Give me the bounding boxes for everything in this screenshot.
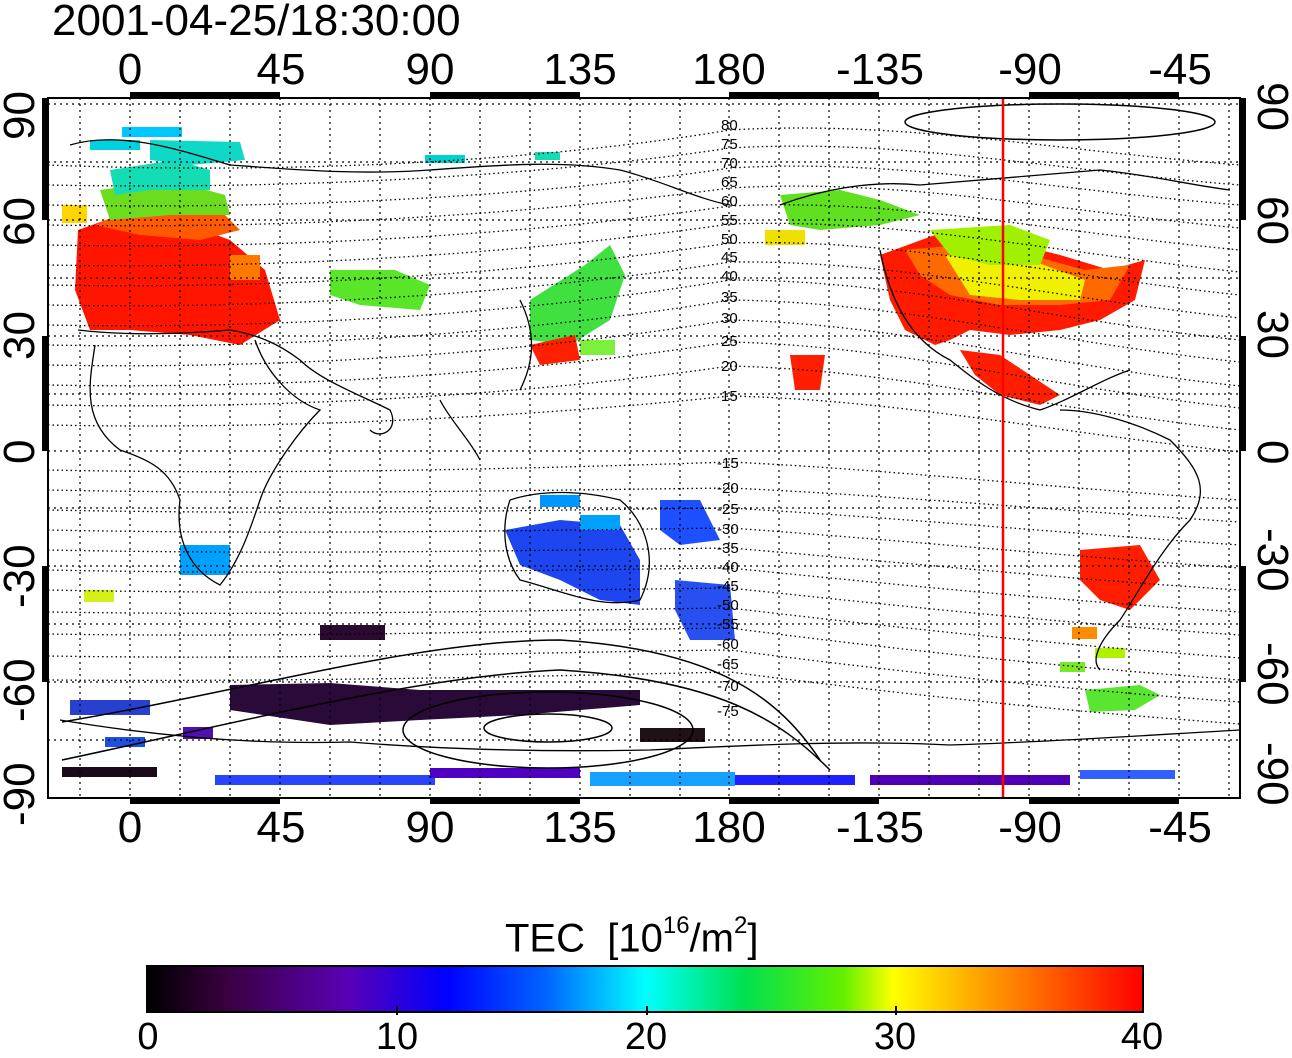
contour-label: -75 [717,703,739,720]
axis-edge-bars [42,92,1246,804]
top-lon-label: 135 [543,45,617,94]
contour-label: 60 [721,193,738,210]
lat-lon-grid [48,98,1240,798]
coastlines [59,139,1240,752]
bottom-lon-label: 0 [117,803,143,852]
colorbar-tick-label: 10 [375,1016,419,1058]
left-lat-label: -90 [0,762,44,826]
right-lat-label: 30 [1248,310,1292,359]
right-lat-label: 0 [1248,440,1292,464]
colorbar-title-quantity: TEC [505,916,585,961]
contour-label: -30 [717,521,739,538]
contour-label: 40 [721,268,738,285]
left-lat-label: 90 [0,91,44,140]
left-lat-label: 0 [0,440,44,464]
contour-label: 80 [721,117,738,134]
colorbar-tick [646,1006,648,1015]
bottom-lon-label: 180 [692,803,766,852]
tec-colorbar [146,965,1144,1013]
left-lat-label: -60 [0,658,44,722]
magnetic-contours [48,127,1240,725]
contour-label: 65 [721,174,738,191]
contour-label: -50 [717,597,739,614]
contour-label: 25 [721,333,738,350]
bottom-lon-label: -45 [1148,803,1212,852]
left-lat-label: 60 [0,197,44,246]
contour-label: 55 [721,212,738,229]
right-lat-label: 90 [1248,82,1292,131]
top-lon-label: 45 [256,45,306,94]
contour-label: 20 [721,358,738,375]
contour-label: -35 [717,540,739,557]
right-lat-label: -90 [1248,742,1292,806]
top-lon-label: 180 [692,45,766,94]
contour-label: 15 [721,388,738,405]
contour-label: -25 [717,501,739,518]
top-lon-label: 90 [405,45,455,94]
top-lon-label: 0 [117,45,143,94]
contour-label: -45 [717,578,739,595]
top-lon-label: -90 [998,45,1062,94]
bottom-lon-label: 90 [405,803,455,852]
left-lat-label: 30 [0,311,44,360]
contour-label: -20 [717,480,739,497]
contour-label: 70 [721,155,738,172]
contour-label: 30 [721,310,738,327]
map-timestamp: 2001-04-25/18:30:00 [52,0,461,45]
colorbar-unit-base: [10 [607,916,663,961]
colorbar-tick-label: 0 [137,1016,159,1058]
colorbar-tick [895,1006,897,1015]
colorbar-tick [396,1006,398,1015]
colorbar-unit-end: ] [747,916,759,961]
bottom-lon-label: -90 [998,803,1062,852]
contour-label: 35 [721,289,738,306]
right-lat-label: 60 [1248,196,1292,245]
contour-label: -55 [717,616,739,633]
bottom-lon-label: 135 [543,803,617,852]
contour-label: -15 [717,455,739,472]
right-lat-label: -60 [1248,642,1292,706]
tec-data-patches [62,127,1175,786]
colorbar-unit-exp2: 2 [733,912,748,939]
contour-label: 75 [721,136,738,153]
right-lat-label: -30 [1248,528,1292,592]
left-lat-label: -30 [0,544,44,608]
polar-contours [61,103,1216,771]
contour-label: -40 [717,559,739,576]
top-lon-label: -135 [835,45,925,94]
contour-label: 45 [721,249,738,266]
colorbar-tick-label: 30 [873,1016,917,1058]
contour-label: -65 [717,656,739,673]
contour-label: 50 [721,231,738,248]
colorbar-title: TEC [1016/m2] [505,905,758,963]
contour-label: -60 [717,636,739,653]
bottom-lon-label: 45 [256,803,306,852]
colorbar-tick-label: 40 [1120,1016,1164,1058]
bottom-lon-label: -135 [835,803,925,852]
contour-label: -70 [717,678,739,695]
top-lon-label: -45 [1148,45,1212,94]
colorbar-unit-exp1: 16 [662,912,690,939]
colorbar-tick-label: 20 [624,1016,668,1058]
colorbar-unit-mid: /m [689,916,734,961]
